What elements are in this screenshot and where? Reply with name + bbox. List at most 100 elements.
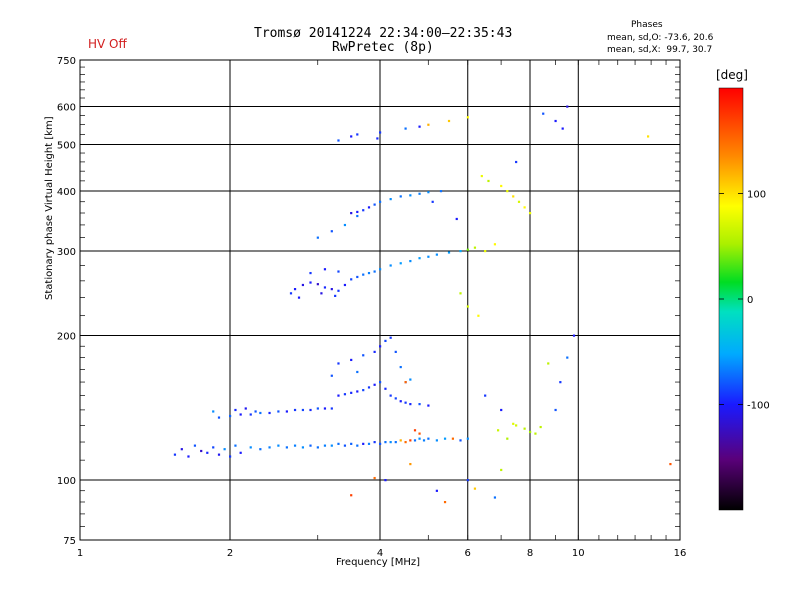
data-point [330, 288, 333, 291]
data-point [493, 496, 497, 499]
data-point [343, 223, 347, 227]
data-point [330, 407, 333, 410]
data-point [409, 194, 412, 197]
data-point [320, 292, 323, 295]
data-point [515, 160, 518, 164]
y-tick-label: 75 [63, 536, 76, 547]
data-point [337, 270, 340, 273]
data-point [234, 408, 237, 412]
data-point [316, 407, 319, 410]
data-point [515, 424, 518, 427]
data-point [193, 444, 197, 447]
data-point [435, 253, 438, 256]
data-point [539, 425, 542, 429]
data-point [435, 489, 438, 492]
data-point [277, 410, 280, 413]
y-tick-label: 200 [57, 332, 76, 343]
data-point [229, 414, 232, 418]
data-point [316, 283, 319, 286]
data-point [409, 403, 412, 406]
data-point [473, 246, 477, 249]
data-point [384, 441, 387, 444]
data-point [249, 413, 252, 416]
data-point [244, 407, 247, 410]
data-point [517, 200, 521, 203]
data-point [301, 283, 305, 287]
data-point [212, 446, 215, 449]
data-point [379, 268, 382, 271]
data-point [223, 448, 226, 451]
colorbar-tick-label: 100 [747, 190, 766, 201]
data-point [500, 468, 503, 472]
data-point [422, 439, 426, 442]
data-point [451, 437, 455, 440]
data-point [427, 191, 430, 194]
data-point [389, 336, 392, 339]
data-point [350, 278, 353, 281]
data-point [447, 251, 451, 254]
data-point [409, 439, 412, 442]
data-point [534, 432, 537, 435]
data-point [459, 292, 462, 295]
data-point [362, 354, 365, 357]
data-point [443, 500, 447, 504]
x-tick-label: 4 [377, 548, 383, 559]
data-point [297, 296, 301, 299]
data-point [389, 198, 392, 201]
chart-title-line2: RwPretec (8p) [332, 40, 434, 55]
data-point [572, 334, 576, 337]
data-point [561, 127, 564, 130]
data-point [418, 432, 421, 435]
data-point [466, 248, 469, 251]
data-point [466, 479, 469, 482]
x-tick-label: 16 [674, 548, 687, 559]
data-point [356, 133, 359, 136]
data-point [418, 192, 421, 195]
data-point [206, 451, 209, 454]
data-point [373, 441, 376, 444]
data-point [289, 292, 293, 295]
data-point [512, 195, 515, 198]
data-point [343, 283, 347, 287]
data-point [316, 236, 319, 239]
data-point [350, 391, 353, 394]
data-point [337, 442, 340, 445]
data-point [399, 400, 402, 403]
data-point [356, 275, 359, 279]
data-point [466, 437, 469, 440]
data-point [418, 403, 421, 406]
data-point [350, 442, 353, 445]
colorbar-unit-label: [deg] [716, 68, 748, 82]
x-tick-label: 2 [227, 548, 233, 559]
data-point [413, 429, 417, 432]
data-point [512, 422, 515, 425]
data-point [473, 487, 477, 490]
data-point [459, 439, 462, 442]
data-point [379, 442, 382, 445]
colorbar-tick-label: 0 [747, 295, 753, 306]
data-point [384, 479, 387, 482]
data-point [173, 453, 177, 456]
data-point [389, 394, 392, 397]
data-point [330, 374, 333, 377]
x-axis-label: Frequency [MHz] [336, 557, 421, 568]
data-point [477, 314, 480, 317]
data-point [323, 444, 327, 447]
y-tick-label: 300 [57, 247, 76, 258]
data-point [384, 387, 387, 390]
data-point [427, 123, 430, 126]
data-point [356, 370, 359, 374]
data-point [523, 427, 526, 430]
data-point [500, 184, 503, 188]
x-tick-label: 1 [77, 548, 83, 559]
data-point [404, 127, 407, 130]
data-point [268, 446, 271, 449]
data-point [330, 444, 333, 447]
data-point [356, 210, 359, 214]
data-point [394, 441, 397, 444]
data-point [212, 410, 215, 413]
data-point [669, 462, 672, 466]
data-point [466, 116, 469, 119]
data-point [239, 413, 242, 416]
grid-layer [80, 60, 680, 540]
